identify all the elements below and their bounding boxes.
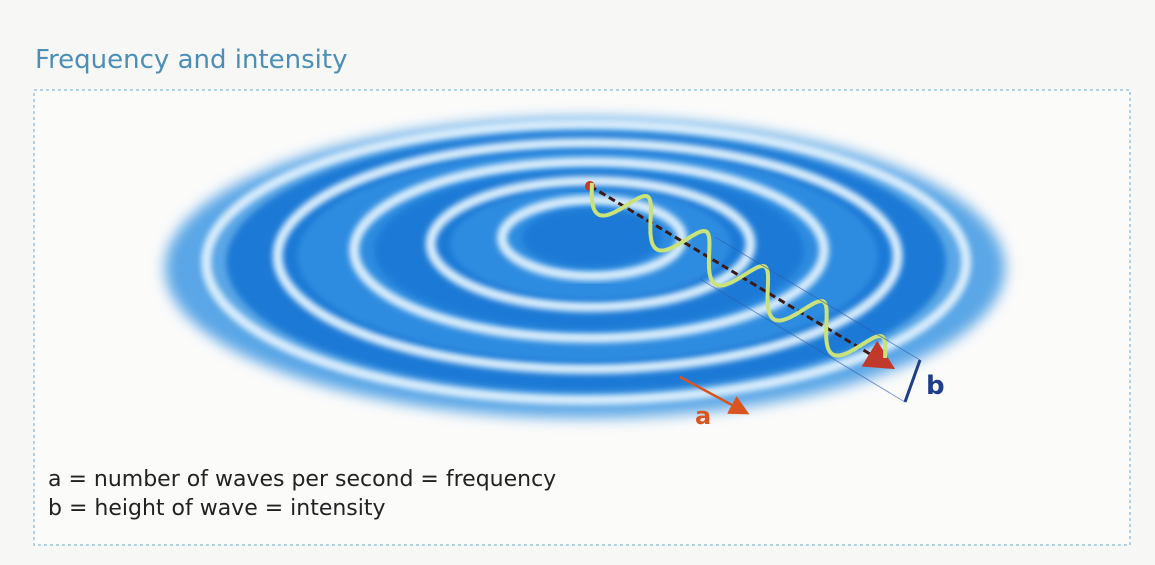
legend-line: b = height of wave = intensity bbox=[48, 496, 386, 521]
title: Frequency and intensity bbox=[35, 45, 347, 75]
label-a: a bbox=[695, 402, 711, 430]
label-b: b bbox=[926, 371, 945, 401]
legend-line: a = number of waves per second = frequen… bbox=[48, 467, 556, 492]
diagram: Frequency and intensity a b a = number o… bbox=[0, 0, 1155, 565]
wave-rings bbox=[165, 118, 1005, 418]
page: Frequency and intensity a b a = number o… bbox=[0, 0, 1155, 565]
